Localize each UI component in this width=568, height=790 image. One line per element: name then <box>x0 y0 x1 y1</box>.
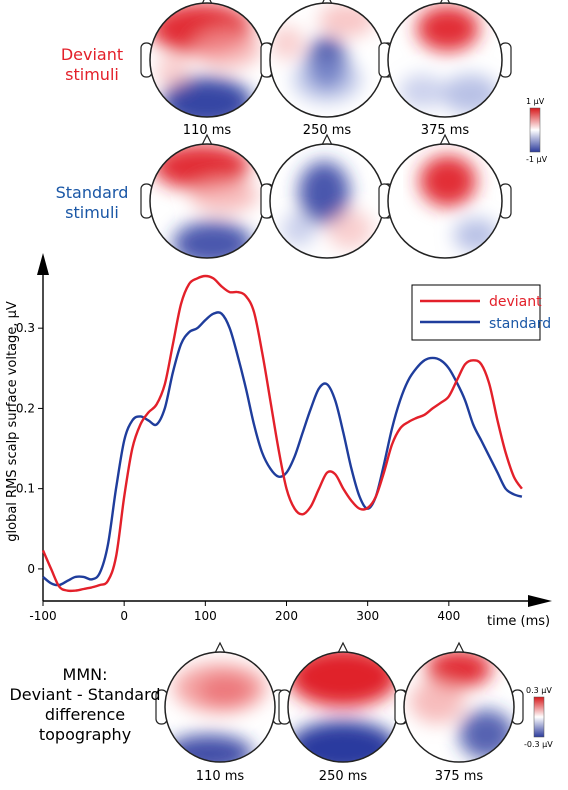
mmn-label-line4: topography <box>39 725 131 744</box>
colorbar-top-max: 1 μV <box>526 97 545 106</box>
x-tick-label: 300 <box>356 609 379 623</box>
deviant-topomap-375 <box>378 0 512 118</box>
colorbar-top: 1 μV -1 μV <box>526 97 548 164</box>
mmn-topomap-row <box>155 641 524 763</box>
x-tick-label: 400 <box>437 609 460 623</box>
mmn-label-line2: Deviant - Standard <box>9 685 160 704</box>
deviant-topomap-110 <box>140 0 274 118</box>
y-tick-label: 0.2 <box>16 401 35 415</box>
rms-line-chart: -100 0 100 200 300 400 0 0.1 0.2 0.3 time (ms) glob… <box>5 253 552 629</box>
top-time-label-375: 375 ms <box>421 123 470 138</box>
bottom-time-label-250: 250 ms <box>319 769 368 784</box>
deviant-label-line1: Deviant <box>61 45 123 64</box>
series-line-standard <box>42 311 523 587</box>
deviant-topomap-250 <box>260 0 394 118</box>
mmn-topomap-110 <box>155 641 285 763</box>
standard-topomap-375 <box>378 133 512 259</box>
deviant-topomap-row <box>140 0 512 118</box>
standard-label-line2: stimuli <box>65 203 119 222</box>
x-axis-arrow <box>528 595 552 607</box>
standard-topomap-110 <box>140 133 274 259</box>
top-time-label-110: 110 ms <box>183 123 232 138</box>
mmn-label-line3: difference <box>45 705 125 724</box>
colorbar-top-min: -1 μV <box>526 155 548 164</box>
mmn-topomap-250 <box>278 641 408 763</box>
y-axis-arrow <box>37 253 49 275</box>
legend-label-deviant: deviant <box>489 294 542 310</box>
x-tick-label: 100 <box>194 609 217 623</box>
x-tick-label: 0 <box>120 609 128 623</box>
deviant-label-line2: stimuli <box>65 65 119 84</box>
top-time-label-250: 250 ms <box>303 123 352 138</box>
colorbar-bottom-min: -0.3 μV <box>524 740 553 749</box>
y-axis-label: global RMS scalp surface voltage, μV <box>5 301 20 542</box>
bottom-time-label-110: 110 ms <box>196 769 245 784</box>
colorbar-bottom-max: 0.3 μV <box>526 686 552 695</box>
legend: deviant standard <box>411 284 551 341</box>
x-tick-label: 200 <box>275 609 298 623</box>
series-line-deviant <box>41 274 523 593</box>
standard-label-line1: Standard <box>56 183 129 202</box>
y-tick-label: 0.1 <box>16 482 35 496</box>
colorbar-bottom: 0.3 μV -0.3 μV <box>524 686 553 749</box>
y-tick-label: 0.3 <box>16 321 35 335</box>
bottom-time-label-375: 375 ms <box>435 769 484 784</box>
mmn-label-line1: MMN: <box>63 665 108 684</box>
x-tick-label: -100 <box>29 609 56 623</box>
x-axis-label: time (ms) <box>487 614 550 629</box>
standard-topomap-250 <box>260 133 394 259</box>
legend-label-standard: standard <box>489 316 551 332</box>
standard-topomap-row <box>140 133 512 259</box>
y-tick-label: 0 <box>27 562 35 576</box>
mmn-topomap-375 <box>394 641 524 763</box>
